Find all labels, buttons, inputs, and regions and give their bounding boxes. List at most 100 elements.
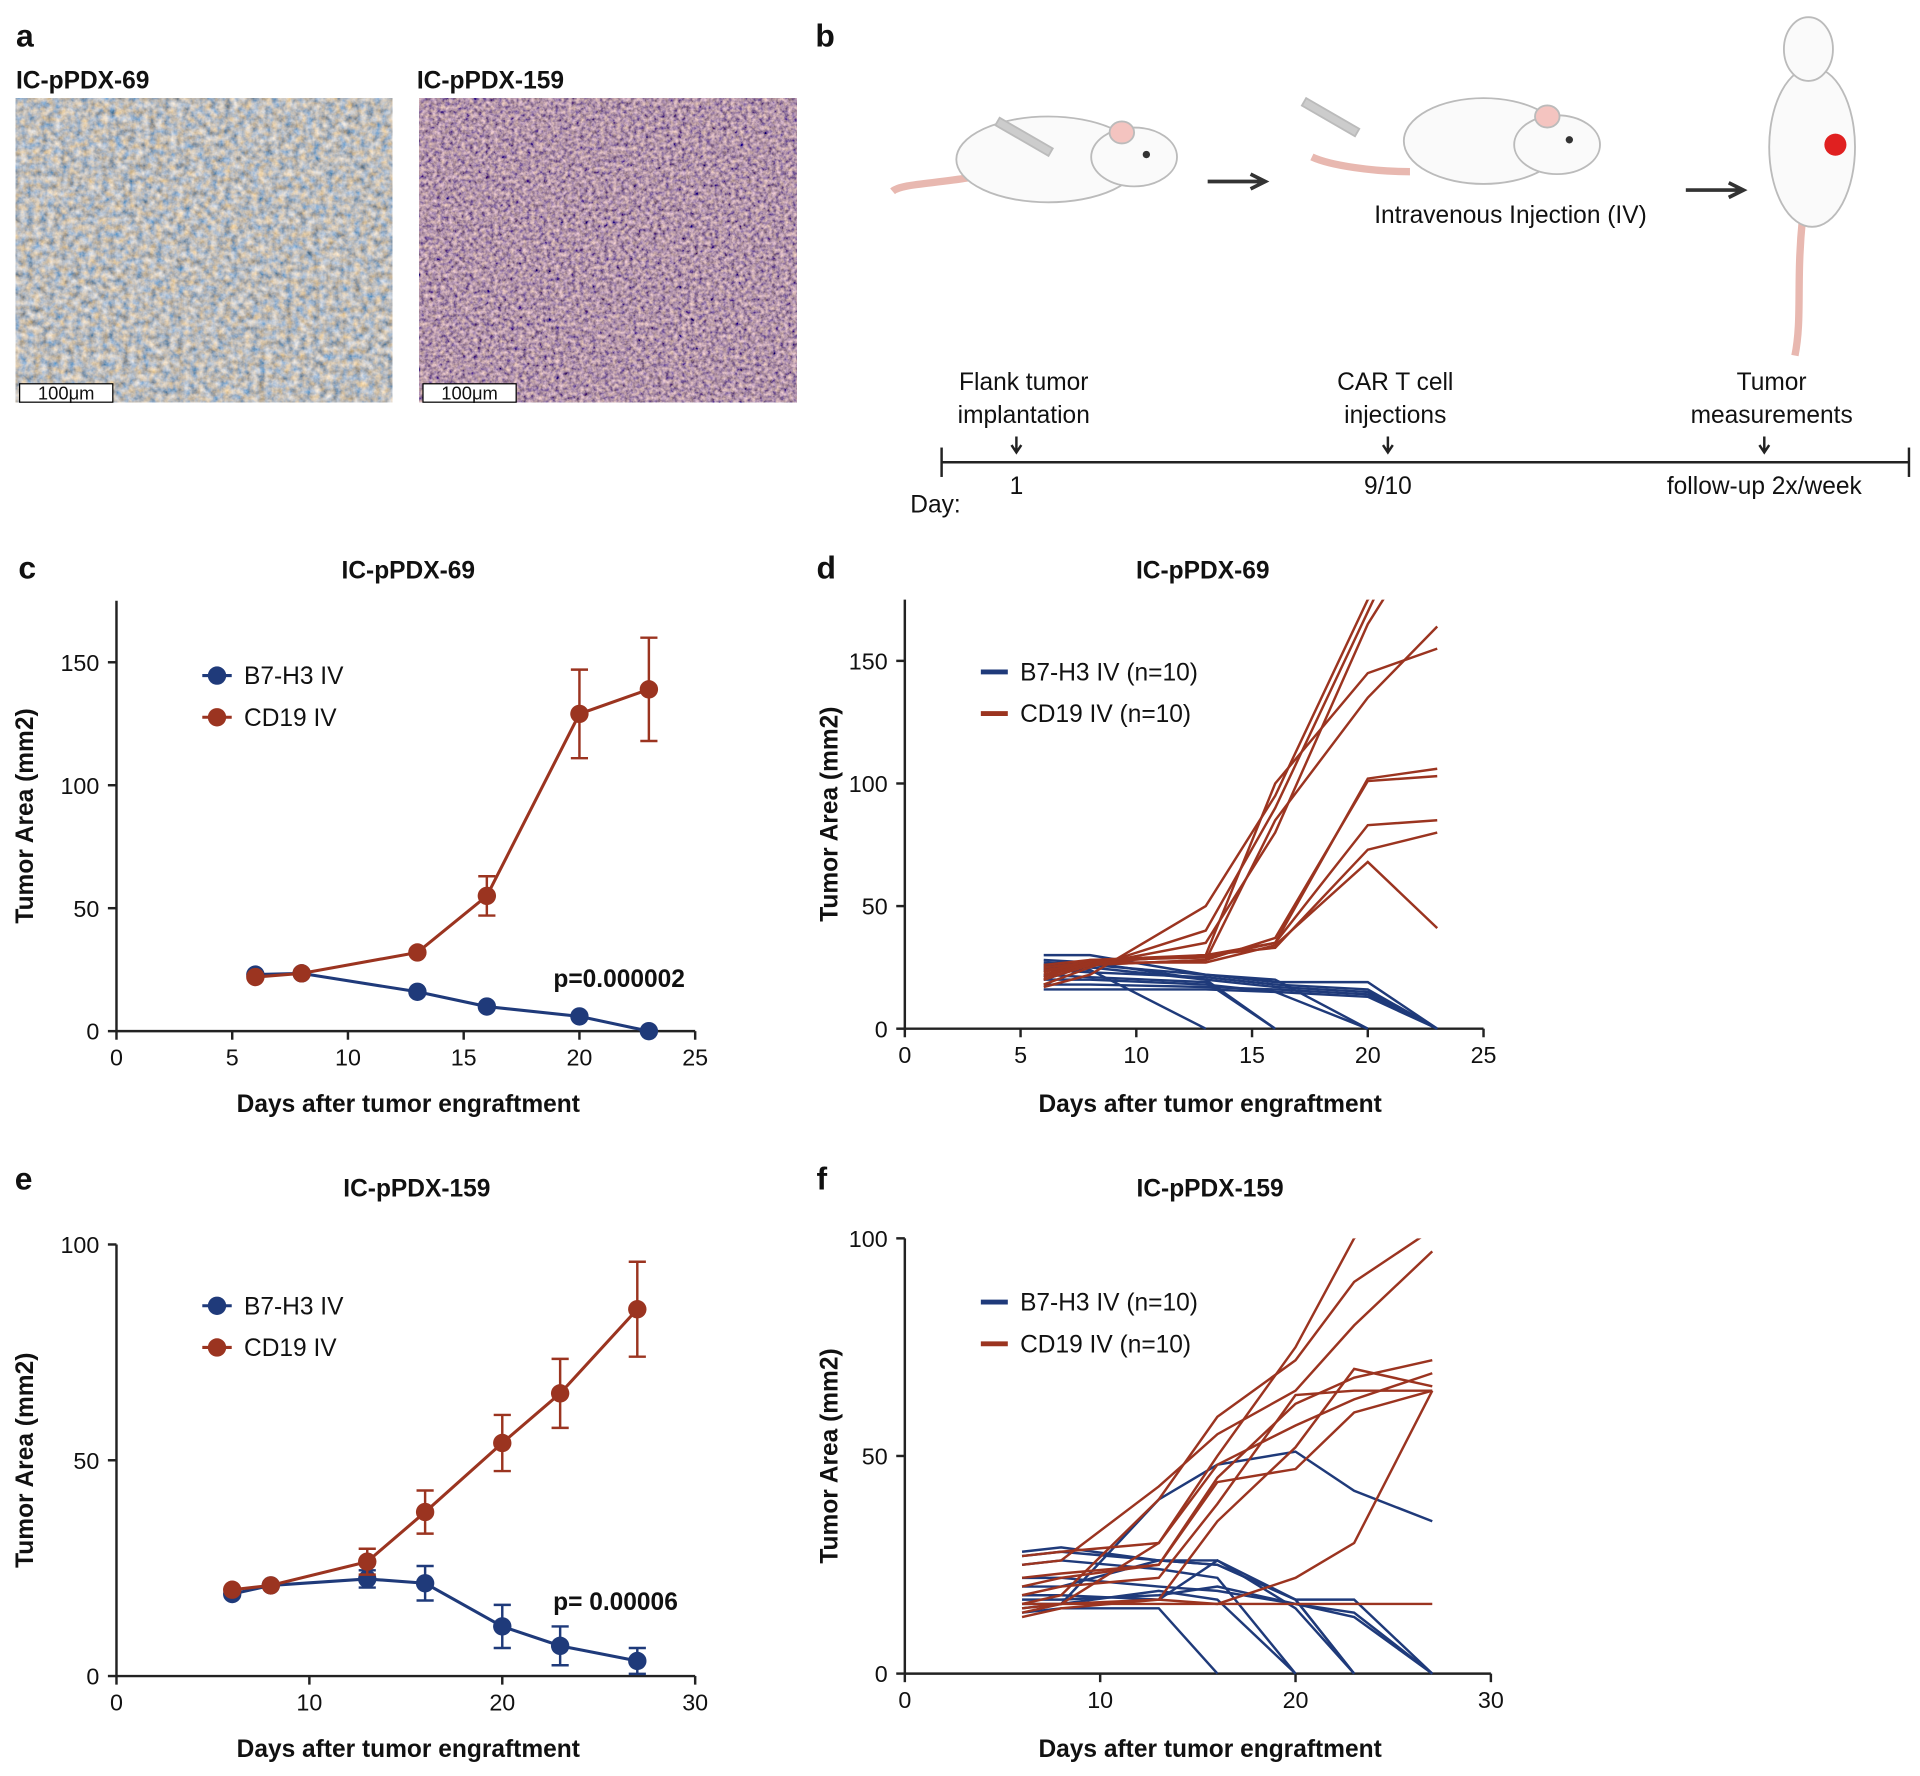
step-arrow [1381,436,1394,455]
data-point [493,1617,512,1636]
data-point [246,967,265,987]
chart-title: IC-pPDX-159 [1137,1176,1284,1203]
data-line [1021,1359,1433,1588]
legend-label: CD19 IV [244,705,337,732]
y-tick-label: 0 [86,1019,99,1045]
mouse-top-view [1768,16,1856,357]
data-point [493,1433,512,1453]
step-day: 1 [1010,473,1024,500]
scale-label: 100μm [441,383,498,404]
x-tick-label: 10 [1087,1687,1113,1713]
x-axis-label: Days after tumor engraftment [1038,1736,1381,1763]
legend-marker [207,1338,227,1357]
y-tick-label: 0 [86,1664,99,1690]
chart-title: IC-pPDX-69 [1136,558,1270,585]
step-arrow [1010,436,1023,455]
arrow [1207,172,1270,191]
panel-letter: b [815,18,834,54]
x-tick-label: 15 [1239,1042,1265,1068]
data-line [1043,819,1438,974]
x-tick-label: 20 [566,1044,592,1070]
scale-bar [19,383,114,403]
step-label: CAR T cell [1337,369,1453,396]
x-tick-label: 30 [1478,1687,1504,1713]
data-point [223,1580,242,1599]
data-point [477,997,497,1016]
panel-letter: e [15,1160,33,1196]
legend-marker [207,1296,227,1315]
data-line [1043,983,1438,1030]
data-point [477,886,497,906]
step-day: 9/10 [1364,473,1412,500]
data-point [408,982,427,1001]
step-label: Intravenous Injection (IV) [1374,202,1647,229]
data-line [1043,860,1439,979]
data-point [415,1574,435,1593]
x-axis-label: Days after tumor engraftment [237,1091,580,1118]
y-tick-label: 150 [60,650,99,676]
data-line [1021,1607,1219,1675]
x-tick-label: 0 [898,1687,911,1713]
step-label: implantation [958,402,1090,429]
y-tick-label: 0 [875,1016,888,1042]
data-point [639,680,659,699]
x-axis-label: Days after tumor engraftment [1038,1091,1381,1118]
panel-letter: a [16,18,34,54]
x-tick-label: 20 [1283,1687,1309,1713]
data-point [570,704,589,724]
x-tick-label: 5 [226,1044,239,1070]
annotation: p= 0.00006 [553,1589,678,1616]
x-tick-label: 0 [898,1042,911,1068]
y-axis-label: Tumor Area (mm2) [12,708,39,923]
x-tick-label: 10 [335,1044,361,1070]
chart: d IC-pPDX-69 0 50 100 150 0 5 10 15 20 25 Days after… [816,550,1496,1118]
x-tick-label: 20 [1355,1042,1381,1068]
data-line [1022,1559,1434,1675]
data-point [639,1021,659,1041]
data-line [1043,831,1438,967]
step-day: follow-up 2x/week [1667,473,1863,500]
histology-image [15,98,393,403]
y-tick-label: 150 [849,648,888,674]
chart: f IC-pPDX-159 0 50 100 0 10 20 30 Days after tumo… [816,1160,1503,1763]
data-point [628,1651,647,1671]
panel-letter: f [817,1160,828,1196]
step-label: injections [1344,402,1446,429]
data-line [1043,988,1369,1030]
image-title: IC-pPDX-69 [16,67,150,94]
data-line [1022,1585,1434,1675]
data-line [1021,1238,1422,1606]
legend-label: CD19 IV [244,1335,337,1362]
timeline-steps: Flank tumor implantation 1 CAR T cell inject… [958,369,1863,500]
x-tick-label: 0 [110,1689,123,1715]
x-tick-label: 25 [682,1044,708,1070]
legend-label: B7-H3 IV (n=10) [1020,659,1198,686]
panel-letter: c [18,550,36,586]
data-line [1043,968,1438,1030]
legend-label: CD19 IV (n=10) [1020,1331,1191,1358]
legend-label: B7-H3 IV [244,663,344,690]
chart-title: IC-pPDX-159 [343,1176,490,1203]
data-line [1043,599,1370,989]
step-label: Tumor [1737,369,1807,396]
step-label: Flank tumor [959,369,1088,396]
data-point [408,943,427,962]
data-line [1021,1550,1356,1675]
x-tick-label: 0 [110,1044,123,1070]
data-point [292,964,311,983]
y-tick-label: 50 [862,1444,888,1470]
y-tick-label: 100 [849,771,888,797]
x-tick-label: 20 [489,1689,515,1715]
y-tick-label: 100 [60,773,99,799]
data-line [1021,1250,1434,1567]
y-tick-label: 0 [875,1661,888,1687]
y-axis-label: Tumor Area (mm2) [816,1348,843,1563]
data-line [1043,647,1438,976]
data-point [628,1300,647,1319]
y-tick-label: 100 [60,1232,99,1258]
data-point [550,1636,570,1656]
y-tick-label: 50 [73,896,99,922]
legend-marker [207,666,227,685]
